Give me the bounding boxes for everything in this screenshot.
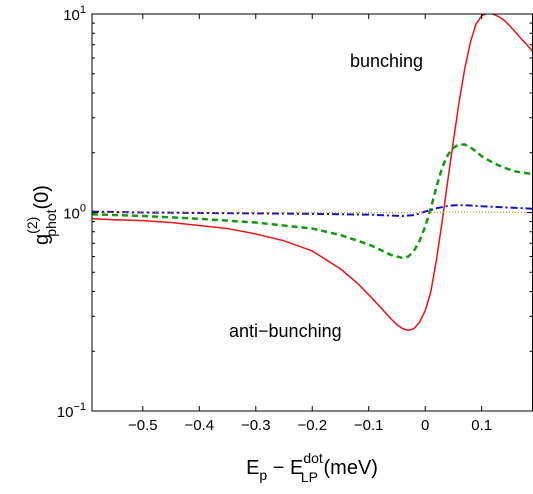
x-axis-label-sub: LP xyxy=(301,469,318,485)
series-blue-dashdot xyxy=(92,204,533,218)
annotation-anti-bunching: anti−bunching xyxy=(229,321,342,341)
annotation-bunching: bunching xyxy=(350,51,423,71)
x-axis-label: Ep − Edot LP (meV) xyxy=(246,450,378,485)
x-tick-label: −0.1 xyxy=(354,417,384,434)
y-axis-label: g(2) phot(0) xyxy=(24,185,59,245)
ticks-layer: −0.5 −0.4 −0.3 −0.2 −0.1 0 0.1 10−1 100 101 xyxy=(57,4,533,434)
series-green-dashed xyxy=(92,143,533,260)
y-axis-label-sub: phot xyxy=(43,209,59,236)
x-tick-label: 0 xyxy=(421,417,429,434)
plot-background xyxy=(92,14,533,411)
x-tick-label: 0.1 xyxy=(471,417,492,434)
x-axis-label-sup: dot xyxy=(303,450,323,466)
y-axis-label-arg: (0) xyxy=(31,185,53,209)
x-tick-label: −0.4 xyxy=(184,417,214,434)
x-axis-label-unit: (meV) xyxy=(318,457,378,479)
x-axis-label-base: E xyxy=(246,457,259,479)
y-tick-label: 10−1 xyxy=(57,401,86,421)
x-tick-label: −0.3 xyxy=(241,417,271,434)
x-axis-label-base-sub: p xyxy=(259,467,267,483)
series-orange-dotted xyxy=(92,211,533,214)
y-tick-label: 100 xyxy=(63,203,86,223)
x-axis-label-minus: − E xyxy=(267,457,303,479)
series-layer xyxy=(92,14,533,332)
series-red-solid xyxy=(92,14,533,332)
y-axis-label-base: g xyxy=(31,234,53,245)
y-tick-label: 101 xyxy=(63,4,86,24)
x-tick-label: −0.2 xyxy=(297,417,327,434)
y-axis-label-sup: (2) xyxy=(24,217,40,234)
plot-area: −0.5 −0.4 −0.3 −0.2 −0.1 0 0.1 10−1 100 101 xyxy=(57,4,533,434)
x-tick-label: −0.5 xyxy=(128,417,158,434)
